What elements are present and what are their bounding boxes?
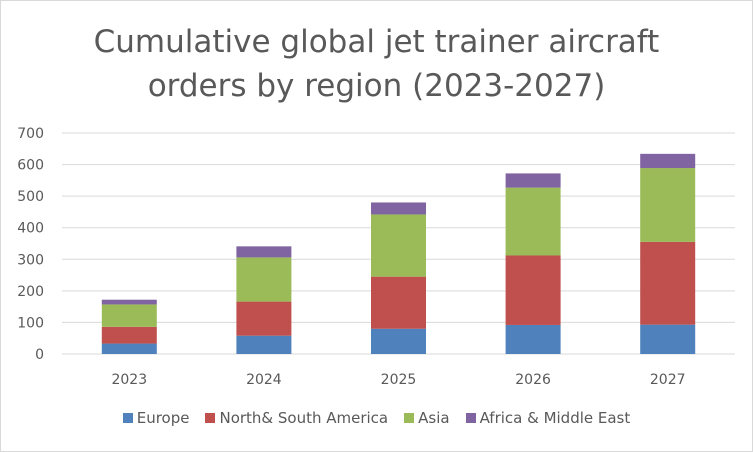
legend-swatch (205, 413, 216, 423)
chart-title-line-1: Cumulative global jet trainer aircraft (93, 24, 660, 60)
y-tick-label: 600 (17, 158, 44, 174)
chart-title: Cumulative global jet trainer aircraft o… (0, 20, 753, 108)
legend-label: Africa & Middle East (479, 409, 631, 427)
bar-segment (505, 324, 561, 354)
legend-label: Europe (136, 409, 190, 427)
bar-segment (101, 299, 157, 305)
bar-segment (505, 173, 561, 188)
y-tick-label: 700 (17, 126, 44, 142)
y-tick-label: 500 (17, 189, 44, 205)
bar-segment (640, 324, 696, 354)
bar-segment (101, 343, 157, 354)
bar-segment (236, 301, 292, 336)
chart-legend: Europe North& South America Asia Africa & M… (0, 409, 753, 427)
legend-swatch (122, 413, 133, 423)
legend-item: Europe (122, 409, 190, 427)
bar-segment (371, 202, 426, 215)
x-tick-label: 2023 (111, 372, 147, 388)
bar-segment (640, 241, 696, 325)
legend-label: Asia (418, 409, 450, 427)
y-tick-label: 0 (35, 347, 44, 363)
legend-item: Asia (404, 409, 450, 427)
y-tick-label: 300 (17, 252, 44, 268)
legend-item: Africa & Middle East (465, 409, 631, 427)
bar-segment (371, 214, 426, 277)
bar-segment (236, 257, 292, 302)
legend-label: North& South America (219, 409, 389, 427)
x-tick-label: 2027 (650, 372, 686, 388)
x-tick-label: 2025 (381, 372, 417, 388)
y-tick-label: 200 (17, 284, 44, 300)
legend-swatch (465, 413, 476, 423)
x-tick-label: 2026 (515, 372, 551, 388)
y-tick-label: 100 (17, 315, 44, 331)
x-tick-label: 2024 (246, 372, 282, 388)
bar-segment (505, 187, 561, 256)
bar-segment (236, 246, 292, 258)
bar-segment (371, 276, 426, 329)
bar-segment (101, 304, 157, 327)
bar-segment (101, 326, 157, 344)
chart-title-line-2: orders by region (2023-2027) (147, 68, 606, 104)
bar-segment (640, 168, 696, 242)
bar-segment (640, 153, 696, 169)
y-tick-label: 400 (17, 221, 44, 237)
bar-segment (505, 255, 561, 325)
bar-segment (236, 335, 292, 354)
legend-item: North& South America (205, 409, 388, 427)
bar-segment (371, 328, 426, 354)
legend-swatch (404, 413, 415, 423)
